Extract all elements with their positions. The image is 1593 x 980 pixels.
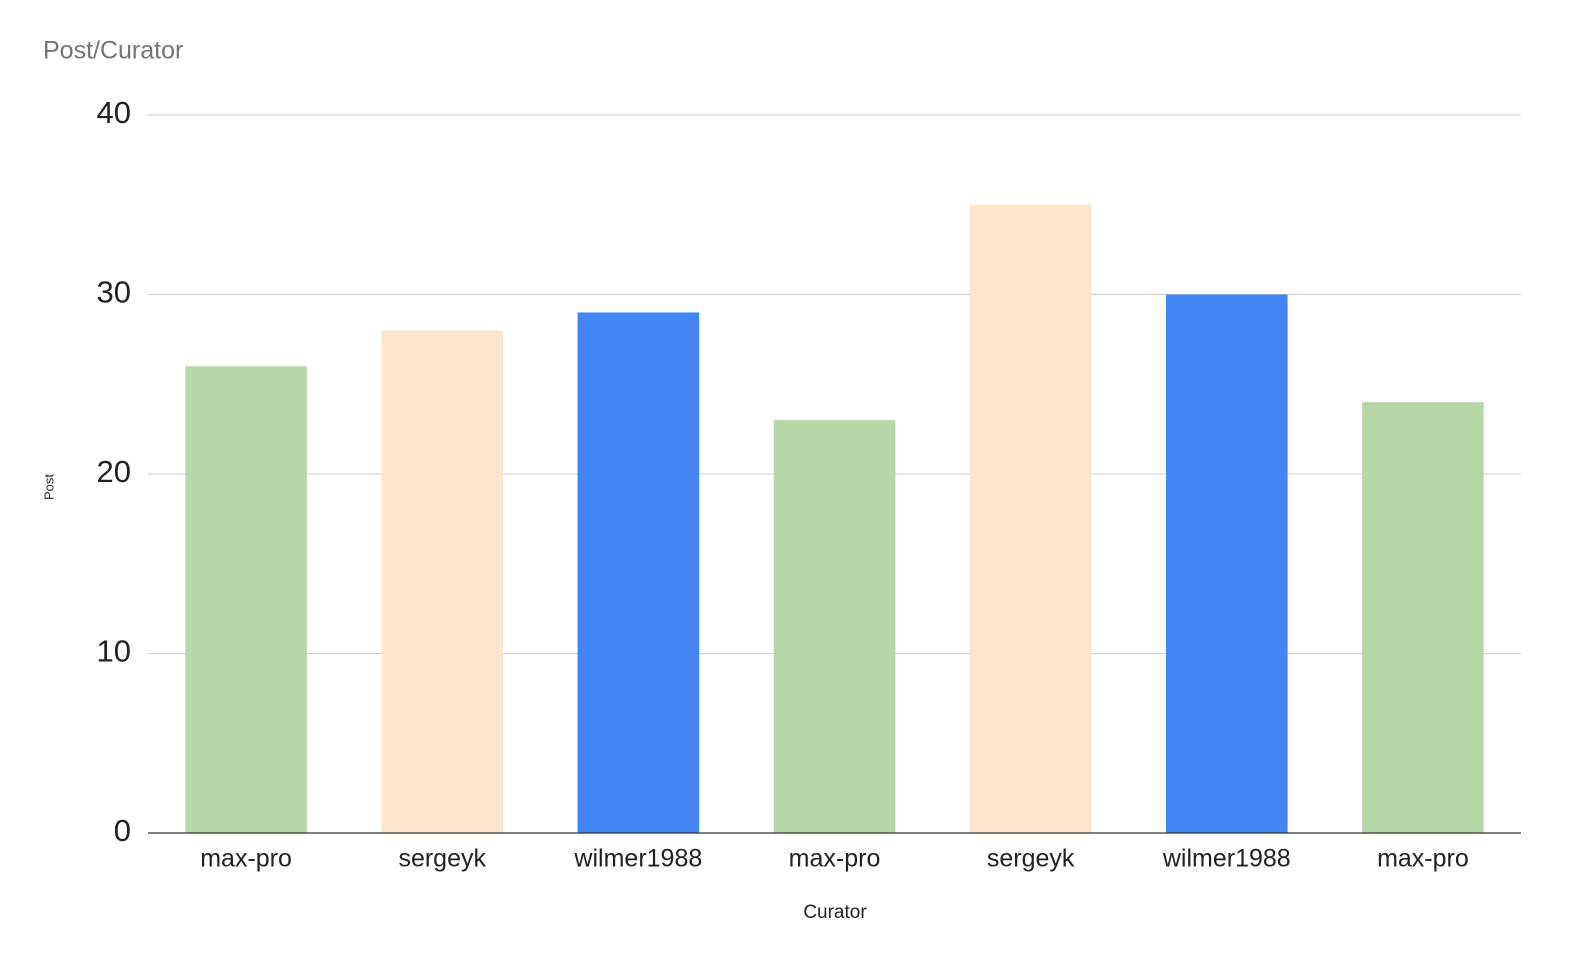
y-tick-label: 0 <box>114 813 131 848</box>
bar <box>381 330 504 833</box>
chart-title: Post/Curator <box>43 37 183 65</box>
x-tick-label: sergeyk <box>398 845 486 873</box>
x-tick-label: max-pro <box>200 845 292 873</box>
bar <box>185 366 307 833</box>
x-tick-label: max-pro <box>789 845 881 873</box>
bar <box>577 312 700 833</box>
y-tick-label: 10 <box>97 634 131 669</box>
x-axis-label: Curator <box>803 902 867 923</box>
x-tick-label: sergeyk <box>987 845 1075 873</box>
x-tick-label: wilmer1988 <box>1162 845 1291 873</box>
bar <box>1165 294 1288 833</box>
x-tick-label: wilmer1988 <box>573 845 702 873</box>
y-tick-label: 40 <box>97 95 131 130</box>
bar <box>1362 402 1484 833</box>
x-tick-label: max-pro <box>1377 845 1469 873</box>
y-tick-label: 30 <box>97 275 131 310</box>
bar <box>773 420 896 833</box>
y-axis-label: Post <box>41 474 56 500</box>
bar <box>969 204 1092 833</box>
y-tick-label: 20 <box>97 454 131 489</box>
